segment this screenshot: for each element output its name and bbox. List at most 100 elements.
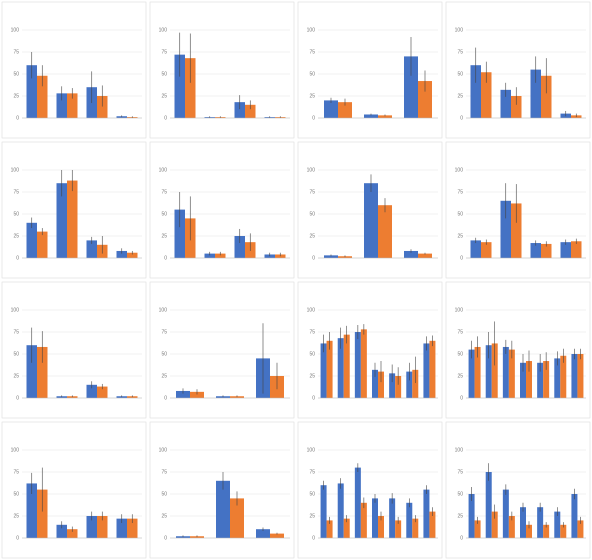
bar	[216, 480, 230, 538]
y-tick-label: 100	[159, 27, 168, 33]
bar	[412, 369, 419, 398]
bar	[372, 498, 378, 538]
bar	[470, 240, 481, 258]
y-tick-label: 25	[309, 373, 315, 379]
y-tick-label: 100	[159, 167, 168, 173]
y-tick-label: 100	[11, 167, 20, 173]
bar	[560, 242, 571, 258]
bar	[508, 349, 515, 398]
y-tick-label: 75	[309, 49, 315, 55]
y-tick-label: 50	[309, 491, 315, 497]
y-tick-label: 50	[457, 491, 463, 497]
bar	[530, 243, 541, 258]
bar	[326, 520, 333, 538]
y-tick-label: 25	[13, 233, 19, 239]
y-tick-label: 100	[307, 27, 316, 33]
bar	[354, 332, 361, 398]
bar	[97, 386, 108, 398]
y-tick-label: 25	[457, 233, 463, 239]
bar	[491, 511, 498, 538]
y-tick-label: 100	[159, 447, 168, 453]
bar	[97, 516, 108, 538]
bar	[56, 183, 67, 258]
y-tick-label: 100	[455, 167, 464, 173]
bar	[378, 516, 384, 538]
y-tick-label: 100	[307, 447, 316, 453]
y-tick-label: 0	[164, 115, 167, 121]
y-tick-label: 25	[161, 233, 167, 239]
y-tick-label: 50	[13, 71, 19, 77]
bar	[554, 358, 561, 398]
bar	[67, 93, 78, 118]
y-tick-label: 100	[11, 307, 20, 313]
bar	[37, 346, 48, 398]
bar	[474, 346, 481, 398]
bar	[190, 391, 204, 398]
y-tick-label: 75	[13, 189, 19, 195]
y-tick-label: 0	[312, 255, 315, 261]
y-tick-label: 75	[309, 469, 315, 475]
y-tick-label: 75	[13, 329, 19, 335]
bar	[204, 253, 215, 258]
bar	[485, 472, 492, 538]
bar	[67, 529, 78, 538]
y-tick-label: 50	[309, 351, 315, 357]
y-tick-label: 75	[13, 469, 19, 475]
panel	[445, 281, 591, 419]
bar	[406, 502, 413, 538]
bar	[406, 371, 413, 398]
bar	[116, 250, 127, 258]
y-tick-label: 75	[457, 469, 463, 475]
y-tick-label: 50	[309, 71, 315, 77]
bar	[324, 100, 338, 118]
y-tick-label: 100	[455, 447, 464, 453]
bar	[537, 362, 544, 398]
bar	[560, 524, 567, 538]
bar	[245, 104, 256, 118]
bar	[571, 354, 578, 398]
bar	[320, 343, 327, 398]
bar	[337, 483, 344, 538]
bar	[554, 511, 561, 538]
bar	[502, 346, 509, 398]
y-tick-label: 25	[13, 513, 19, 519]
bar	[378, 115, 392, 118]
y-tick-label: 50	[13, 351, 19, 357]
bar	[508, 516, 515, 538]
bar	[468, 494, 475, 538]
y-tick-label: 0	[16, 115, 19, 121]
y-tick-label: 50	[309, 211, 315, 217]
panel	[1, 281, 147, 419]
y-tick-label: 75	[13, 49, 19, 55]
y-tick-label: 100	[307, 307, 316, 313]
bar	[86, 384, 97, 398]
y-tick-label: 25	[457, 93, 463, 99]
y-tick-label: 25	[457, 373, 463, 379]
bar	[338, 102, 352, 118]
y-tick-label: 25	[161, 373, 167, 379]
bar	[378, 371, 384, 398]
bar	[56, 524, 67, 538]
y-tick-label: 100	[11, 447, 20, 453]
y-tick-label: 50	[161, 71, 167, 77]
y-tick-label: 50	[13, 211, 19, 217]
bar	[474, 520, 481, 538]
y-tick-label: 75	[309, 189, 315, 195]
bar	[116, 518, 127, 538]
bar	[530, 69, 541, 118]
bar	[37, 75, 48, 118]
bar	[395, 520, 402, 538]
bar	[418, 253, 432, 258]
bar	[481, 242, 492, 258]
bar	[395, 376, 402, 398]
bar	[577, 354, 584, 398]
bar	[56, 93, 67, 118]
y-tick-label: 0	[460, 255, 463, 261]
bar	[326, 340, 333, 398]
y-tick-label: 25	[309, 513, 315, 519]
y-tick-label: 50	[161, 351, 167, 357]
y-tick-label: 50	[457, 71, 463, 77]
bar	[543, 524, 550, 538]
bar	[215, 253, 226, 258]
bar	[571, 494, 578, 538]
